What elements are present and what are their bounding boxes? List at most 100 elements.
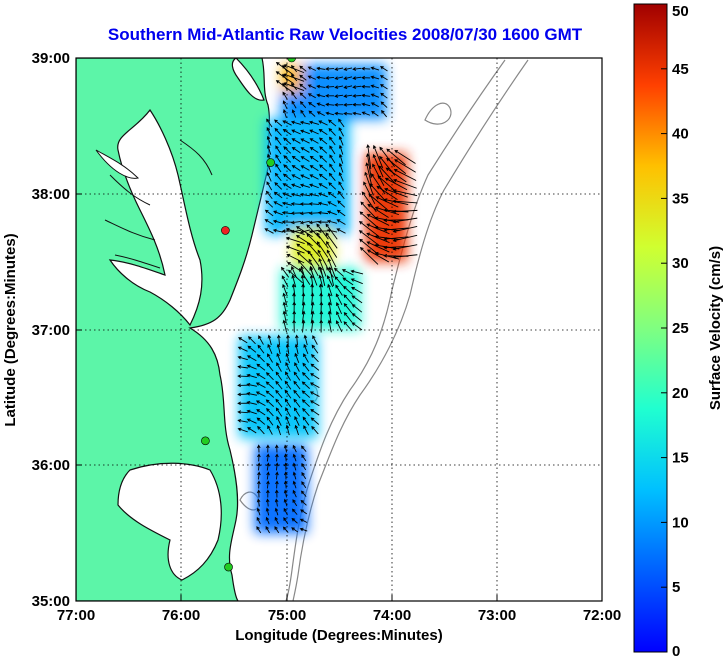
velocity-arrow	[266, 135, 272, 146]
velocity-arrow	[267, 343, 273, 355]
x-tick-label: 74:00	[373, 607, 411, 624]
velocity-arrow	[285, 245, 305, 254]
velocity-arrow	[336, 219, 346, 225]
velocity-region-delaware-bay-mouth	[281, 64, 303, 92]
velocity-arrow	[266, 407, 274, 417]
velocity-arrow	[275, 163, 282, 173]
velocity-arrow	[265, 516, 270, 525]
velocity-arrow	[266, 444, 270, 453]
velocity-arrow	[275, 471, 279, 480]
velocity-arrow	[291, 146, 301, 154]
velocity-arrow	[329, 145, 336, 155]
colorbar-tick-label: 10	[672, 514, 689, 531]
velocity-arrow	[256, 417, 266, 425]
velocity-arrow	[372, 144, 384, 169]
velocity-arrow	[274, 526, 280, 534]
velocity-arrow	[266, 362, 274, 372]
velocity-arrow	[326, 249, 337, 268]
velocity-arrow	[352, 94, 362, 98]
velocity-arrow	[370, 66, 380, 71]
colorbar-tick-label: 5	[672, 579, 680, 596]
velocity-arrow	[360, 201, 378, 221]
velocity-arrow	[265, 507, 270, 516]
velocity-arrow	[367, 204, 389, 218]
velocity-arrow	[274, 507, 279, 516]
radar-station-active	[224, 562, 233, 572]
velocity-arrow	[255, 391, 266, 397]
velocity-arrow	[295, 235, 313, 247]
velocity-arrow	[275, 462, 279, 471]
radar-station-active	[287, 58, 296, 63]
velocity-arrow	[246, 355, 257, 362]
velocity-arrow	[307, 93, 316, 99]
velocity-arrow	[318, 137, 328, 145]
colorbar-tick-label: 50	[672, 3, 689, 20]
y-tick-label: 35:00	[32, 593, 70, 610]
colorbar-tick-label: 45	[672, 61, 689, 78]
velocity-arrow	[281, 201, 293, 206]
velocity-arrow	[266, 489, 270, 498]
velocity-arrow	[266, 453, 270, 462]
y-tick-label: 37:00	[32, 322, 70, 339]
velocity-arrow	[275, 480, 279, 489]
velocity-arrow	[300, 109, 306, 118]
velocity-arrow	[316, 75, 326, 80]
velocity-arrow	[285, 236, 305, 244]
velocity-arrow	[274, 119, 283, 127]
velocity-arrow	[366, 241, 390, 253]
x-tick-label: 73:00	[478, 607, 516, 624]
velocity-arrow	[325, 111, 335, 116]
velocity-arrow	[273, 201, 283, 207]
velocity-arrow	[310, 319, 315, 333]
velocity-arrow	[372, 154, 384, 178]
velocity-arrow	[281, 220, 293, 224]
velocity-arrow	[363, 181, 376, 205]
velocity-arrow	[326, 219, 338, 224]
velocity-arrow	[300, 490, 307, 497]
velocity-arrow	[301, 463, 307, 471]
velocity-arrow	[334, 67, 344, 71]
velocity-arrow	[343, 67, 353, 71]
velocity-arrow	[282, 301, 287, 315]
velocity-arrow	[351, 304, 363, 313]
velocity-arrow	[237, 355, 248, 361]
velocity-arrow	[283, 444, 288, 453]
velocity-arrow	[301, 481, 307, 489]
velocity-arrow	[300, 445, 307, 452]
velocity-arrow	[246, 373, 257, 379]
x-tick-label: 77:00	[57, 607, 95, 624]
velocity-arrow	[377, 175, 397, 193]
velocity-arrow	[381, 109, 388, 118]
velocity-arrow	[338, 144, 344, 155]
velocity-arrow	[274, 172, 282, 182]
velocity-arrow	[266, 480, 270, 489]
velocity-arrow	[283, 489, 288, 498]
velocity-arrow	[291, 100, 297, 109]
velocity-arrow	[334, 276, 344, 287]
velocity-arrow	[275, 71, 295, 85]
velocity-arrow	[379, 66, 388, 72]
velocity-arrow	[366, 223, 390, 235]
velocity-arrow	[282, 526, 289, 533]
velocity-arrow	[302, 407, 310, 417]
colorbar-tick-label: 20	[672, 385, 689, 402]
velocity-arrow	[291, 174, 301, 180]
velocity-arrow	[317, 201, 329, 206]
velocity-arrow	[292, 319, 296, 333]
velocity-arrow	[359, 238, 379, 256]
velocity-arrow	[282, 173, 292, 181]
velocity-arrow	[283, 64, 305, 74]
velocity-arrow	[237, 401, 248, 406]
velocity-arrow	[384, 187, 408, 198]
velocity-arrow	[274, 182, 283, 190]
velocity-arrow	[372, 163, 385, 186]
velocity-arrow	[352, 102, 362, 107]
velocity-arrow	[299, 527, 308, 532]
velocity-arrow	[257, 462, 261, 471]
velocity-arrow	[308, 229, 320, 234]
y-tick-label: 38:00	[32, 186, 70, 203]
velocity-arrow	[294, 424, 299, 436]
velocity-arrow	[319, 146, 328, 154]
velocity-arrow	[292, 499, 298, 507]
velocity-arrow	[318, 265, 324, 279]
